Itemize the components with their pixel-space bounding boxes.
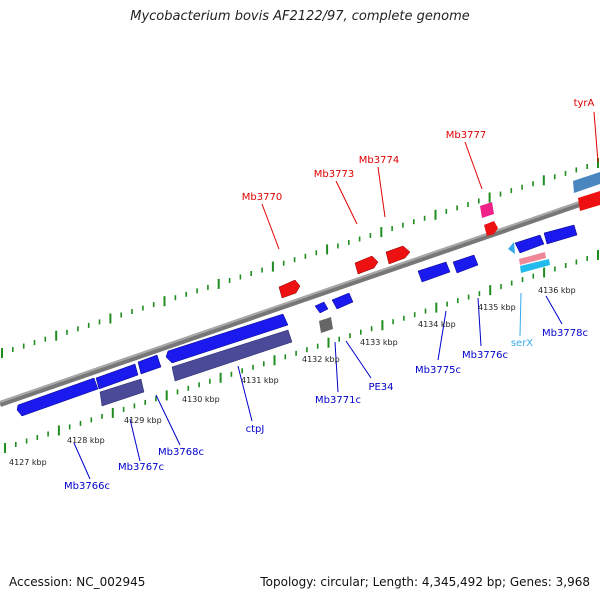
gene-feature-salmon[interactable] (519, 252, 546, 265)
gene-feature-mb3773[interactable] (354, 255, 379, 275)
gene-feature-ctpj-other[interactable] (171, 329, 293, 382)
kbp-tick-label: 4133 kbp (360, 338, 398, 347)
gene-feature-mb3778c-b[interactable] (543, 224, 578, 245)
gene-label-mb3778c[interactable]: Mb3778c (542, 328, 588, 339)
kbp-tick-label: 4132 kbp (302, 355, 340, 364)
genome-summary-text: Topology: circular; Length: 4,345,492 bp… (260, 575, 590, 589)
kbp-tick-label: 4134 kbp (418, 320, 456, 329)
kbp-tick-label: 4128 kbp (67, 436, 105, 445)
gene-feature-mb3766c[interactable] (16, 377, 99, 417)
gene-feature-mb3768c[interactable] (137, 354, 162, 375)
gene-feature-ctpj[interactable] (165, 313, 289, 364)
gene-feature-pe34[interactable] (331, 292, 354, 310)
gene-label-pe34[interactable]: PE34 (368, 382, 393, 393)
gene-feature-mb3767c-other[interactable] (99, 378, 145, 407)
gene-feature-mb3777-pink[interactable] (480, 202, 494, 218)
kbp-tick-label: 4130 kbp (182, 395, 220, 404)
lower-tick-row (4, 250, 599, 453)
gene-feature-mb3775c[interactable] (417, 261, 451, 283)
gene-label-layer: tyrAMb3777Mb3774Mb3773Mb3770Mb3778cserXM… (64, 98, 595, 492)
kbp-tick-label: 4135 kbp (478, 303, 516, 312)
gene-label-mb3768c[interactable]: Mb3768c (158, 447, 204, 458)
gene-label-mb3774[interactable]: Mb3774 (359, 155, 399, 166)
upper-tick-row (1, 158, 599, 358)
gene-feature-mb3767c[interactable] (95, 363, 139, 390)
gene-feature-mb3778c-a[interactable] (514, 234, 545, 254)
genome-backbone (0, 194, 600, 407)
gene-feature-mb3776c[interactable] (452, 254, 479, 274)
gene-feature-mb3771c[interactable] (314, 301, 329, 314)
gene-label-mb3766c[interactable]: Mb3766c (64, 481, 110, 492)
gene-feature-mb3777[interactable] (484, 221, 498, 236)
kbp-tick-label: 4136 kbp (538, 286, 576, 295)
gene-feature-serx[interactable] (508, 242, 515, 254)
gene-feature-cyan[interactable] (520, 259, 550, 273)
leader-lines (73, 111, 599, 480)
kbp-label-layer: 4127 kbp 4128 kbp 4129 kbp 4130 kbp 4131 kbp… (9, 286, 576, 467)
gene-label-tyra[interactable]: tyrA (574, 98, 595, 109)
kbp-tick-label: 4131 kbp (241, 376, 279, 385)
kbp-tick-label: 4127 kbp (9, 458, 47, 467)
gene-feature-mb3774[interactable] (385, 245, 411, 265)
genome-backbone-highlight (0, 194, 600, 403)
gene-feature-mb3770[interactable] (278, 279, 301, 299)
gene-label-mb3777[interactable]: Mb3777 (446, 130, 486, 141)
forward-features (278, 172, 600, 299)
gene-label-ctpj[interactable]: ctpJ (246, 424, 265, 435)
gene-feature-mb3771c-grey[interactable] (319, 317, 333, 333)
page-title: Mycobacterium bovis AF2122/97, complete … (130, 9, 470, 24)
gene-label-serx[interactable]: serX (511, 338, 533, 349)
reverse-features (16, 224, 578, 417)
accession-text: Accession: NC_002945 (9, 575, 146, 589)
gene-label-mb3767c[interactable]: Mb3767c (118, 462, 164, 473)
gene-label-mb3775c[interactable]: Mb3775c (415, 365, 461, 376)
gene-label-mb3773[interactable]: Mb3773 (314, 169, 354, 180)
gene-label-mb3770[interactable]: Mb3770 (242, 192, 282, 203)
kbp-tick-label: 4129 kbp (124, 416, 162, 425)
gene-feature-tyra-red[interactable] (578, 191, 600, 211)
gene-label-mb3771c[interactable]: Mb3771c (315, 395, 361, 406)
gene-feature-tyra-blue[interactable] (573, 172, 600, 193)
gene-label-mb3776c[interactable]: Mb3776c (462, 350, 508, 361)
